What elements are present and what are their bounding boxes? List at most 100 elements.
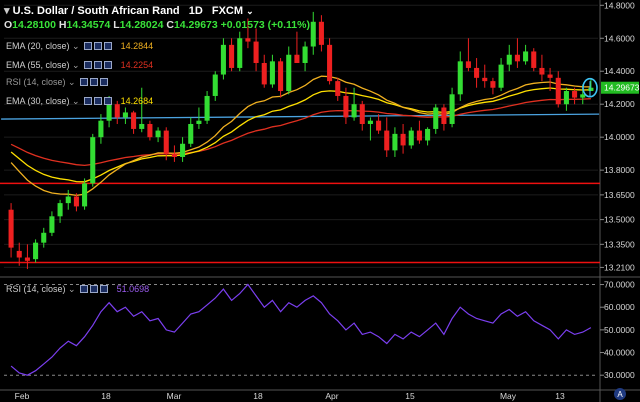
rsi-tick-label: 50.0000 bbox=[604, 325, 635, 335]
candle-body bbox=[376, 120, 382, 131]
eye-icon[interactable] bbox=[84, 42, 93, 50]
candle bbox=[57, 199, 63, 223]
ohlc-readout: O14.28100 H14.34574 L14.28024 C14.29673 … bbox=[4, 19, 310, 31]
candle-body bbox=[155, 130, 161, 138]
candle bbox=[33, 239, 39, 263]
candle bbox=[457, 51, 463, 101]
candle-body bbox=[474, 67, 480, 78]
eye-icon[interactable] bbox=[84, 61, 93, 69]
candle bbox=[114, 100, 120, 124]
candle bbox=[482, 64, 488, 88]
horizontal-levels bbox=[0, 113, 600, 264]
candle bbox=[376, 114, 382, 134]
candle-body bbox=[367, 120, 373, 124]
candle-body bbox=[433, 107, 439, 129]
scroll-icon bbox=[614, 388, 626, 400]
price-tick-label: 14.0000 bbox=[604, 132, 635, 142]
chart-title: ▾ U.S. Dollar / South African Rand 1D FX… bbox=[4, 4, 254, 17]
close-icon[interactable] bbox=[104, 61, 113, 69]
candle-body bbox=[196, 120, 202, 124]
price-tick-label: 14.8000 bbox=[604, 0, 635, 10]
candle bbox=[269, 54, 275, 88]
candle bbox=[514, 38, 520, 68]
candle bbox=[400, 123, 406, 154]
price-badge-label: 14.29673 bbox=[604, 83, 640, 93]
eye-icon[interactable] bbox=[80, 78, 89, 86]
candle-body bbox=[253, 41, 259, 63]
candle bbox=[523, 44, 529, 65]
gear-icon[interactable] bbox=[94, 97, 103, 105]
candle-body bbox=[139, 123, 145, 129]
chevron-down-icon[interactable]: ⌄ bbox=[246, 6, 254, 16]
candle-body bbox=[73, 196, 79, 207]
collapse-arrow-icon[interactable]: ▾ bbox=[4, 5, 10, 17]
gear-icon[interactable] bbox=[90, 78, 99, 86]
candles bbox=[8, 11, 594, 270]
gear-icon[interactable] bbox=[94, 42, 103, 50]
candle-body bbox=[425, 128, 431, 141]
legend-rsi[interactable]: RSI (14, close) ⌄ 51.0698 bbox=[6, 284, 150, 294]
overlays: 14.29673 A bbox=[582, 77, 640, 400]
time-axis: Feb 18 Mar 18 Apr 15 May 13 bbox=[15, 391, 565, 401]
change-value: +0.01573 (+0.11%) bbox=[220, 19, 310, 31]
close-icon[interactable] bbox=[104, 42, 113, 50]
price-tick-label: 14.6000 bbox=[604, 33, 635, 43]
candle-body bbox=[122, 112, 128, 118]
candle bbox=[98, 114, 104, 144]
candle-body bbox=[286, 54, 292, 92]
close-icon[interactable] bbox=[100, 285, 109, 293]
legend-ema55[interactable]: EMA (55, close) ⌄ 14.2254 bbox=[6, 60, 154, 70]
price-tick-label: 13.3500 bbox=[604, 239, 635, 249]
candle-body bbox=[523, 51, 529, 62]
legend-ema30[interactable]: EMA (30, close) ⌄ 14.2684 bbox=[6, 96, 154, 106]
gear-icon[interactable] bbox=[90, 285, 99, 293]
candle-body bbox=[212, 74, 218, 96]
candle bbox=[335, 77, 341, 101]
candle-body bbox=[441, 107, 447, 124]
candle bbox=[588, 79, 594, 92]
low-value: 14.28024 bbox=[119, 19, 164, 31]
candle bbox=[65, 189, 71, 210]
candle bbox=[188, 117, 194, 148]
price-tick-label: 13.6500 bbox=[604, 190, 635, 200]
rsi-grid bbox=[4, 284, 598, 376]
time-tick-label: Mar bbox=[167, 391, 182, 401]
candle bbox=[531, 48, 537, 72]
interval-label[interactable]: 1D bbox=[188, 5, 203, 17]
time-tick-label: 18 bbox=[253, 391, 263, 401]
candle bbox=[367, 117, 373, 141]
rsi-tick-label: 70.0000 bbox=[604, 280, 635, 290]
candle-body bbox=[245, 38, 251, 42]
candle bbox=[327, 38, 333, 85]
close-icon[interactable] bbox=[100, 78, 109, 86]
time-tick-label: Apr bbox=[325, 391, 338, 401]
candle-body bbox=[318, 21, 324, 45]
candle bbox=[310, 11, 316, 55]
candle-body bbox=[278, 61, 284, 92]
candle bbox=[490, 77, 496, 95]
candle bbox=[147, 120, 153, 141]
close-icon[interactable] bbox=[104, 97, 113, 105]
candle-body bbox=[65, 196, 71, 204]
candle-body bbox=[449, 94, 455, 124]
legend-rsi-hidden[interactable]: RSI (14, close) ⌄ bbox=[6, 77, 109, 88]
eye-icon[interactable] bbox=[84, 97, 93, 105]
candle-body bbox=[555, 77, 561, 105]
legend-ema20[interactable]: EMA (20, close) ⌄ 14.2844 bbox=[6, 41, 154, 51]
ema30-line bbox=[10, 87, 591, 183]
candle-body bbox=[237, 38, 243, 68]
candle bbox=[73, 193, 79, 212]
rsi-axis: 70.0000 60.0000 50.0000 40.0000 30.0000 bbox=[600, 280, 635, 380]
eye-icon[interactable] bbox=[80, 285, 89, 293]
candle-body bbox=[57, 203, 63, 217]
price-tick-label: 13.2100 bbox=[604, 262, 635, 272]
rsi-series bbox=[10, 283, 592, 376]
candle-body bbox=[90, 137, 96, 184]
candle-body bbox=[310, 21, 316, 47]
gear-icon[interactable] bbox=[94, 61, 103, 69]
candle-body bbox=[98, 120, 104, 138]
candle-body bbox=[547, 74, 553, 78]
candle-body bbox=[506, 54, 512, 65]
time-tick-label: 13 bbox=[555, 391, 565, 401]
